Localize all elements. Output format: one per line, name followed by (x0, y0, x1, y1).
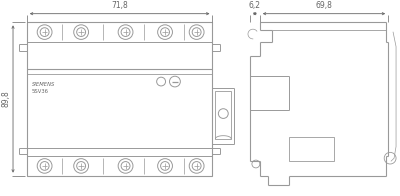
Text: 5SV36: 5SV36 (32, 89, 49, 94)
Text: 69,8: 69,8 (316, 1, 332, 10)
Text: 89,8: 89,8 (1, 91, 10, 107)
Text: SIEMENS: SIEMENS (32, 82, 55, 87)
Bar (215, 91, 231, 139)
Text: 6,2: 6,2 (249, 1, 261, 10)
Bar (27, 22, 212, 176)
Text: 71,8: 71,8 (111, 1, 128, 10)
Bar (290, 137, 334, 161)
